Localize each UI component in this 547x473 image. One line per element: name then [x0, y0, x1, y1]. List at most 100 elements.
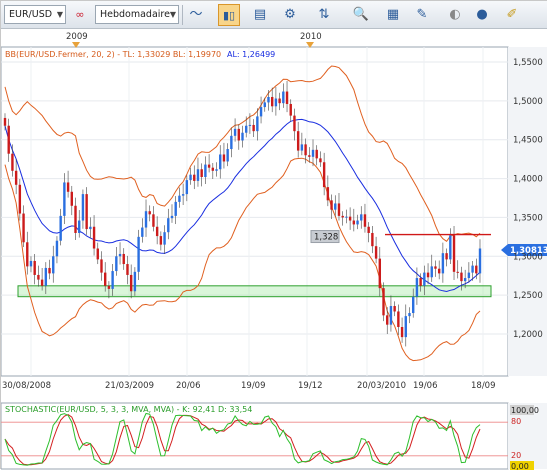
candle-body [193, 174, 196, 181]
candle-body [478, 248, 482, 274]
candle-body [289, 103, 292, 116]
candle-body [137, 236, 140, 272]
candle-body [29, 260, 33, 267]
annotation-box [310, 230, 340, 244]
candle-body [341, 215, 344, 218]
candle-body [382, 288, 385, 316]
zoom-icon[interactable]: 🔍 [352, 7, 370, 22]
candle-body [445, 253, 448, 260]
y-tick-label: 1,4000 [513, 175, 543, 185]
x-tick-label: 30/08/2008 [2, 381, 51, 391]
candle-body [111, 271, 114, 289]
stochastic-level-tag [510, 461, 534, 471]
candle-body [274, 98, 278, 107]
compare-icon[interactable]: ⇅ [318, 7, 330, 22]
candle-body [200, 169, 203, 178]
candle-body [141, 227, 144, 237]
chart-area[interactable]: 1,328 1,30813 BB(EUR/USD.Fermer, 20, 2) - … [0, 29, 547, 471]
candle-body [308, 155, 311, 157]
candle-body [181, 194, 185, 196]
candle-body [89, 226, 92, 230]
candle-body [296, 131, 300, 151]
bar-chart-icon[interactable]: ▤ [253, 7, 267, 22]
candle-body [115, 256, 118, 272]
candle-body [471, 265, 474, 273]
last-price-label: 1,30813 [510, 246, 547, 256]
candle-body [55, 240, 59, 257]
candle-body [423, 272, 426, 286]
pen-icon[interactable]: ✐ [506, 7, 518, 22]
candle-body [452, 235, 456, 272]
candle-body [174, 201, 177, 216]
last-price-tag [501, 243, 547, 256]
candle-body [211, 167, 215, 171]
chevron-down-icon: ▼ [169, 10, 176, 19]
x-tick-label: 18/09 [471, 381, 496, 391]
candle-body [144, 211, 148, 228]
toolbar: EUR/USD ▼ ∞ Hebdomadaire ▼ 〜 ▮▯ ▤ ⚙ ⇅ 🔍 … [1, 1, 547, 29]
indicator-icon[interactable]: ⚙ [284, 7, 296, 22]
x-tick-label: 21/03/2009 [105, 381, 154, 391]
candle-body [386, 315, 389, 325]
candle-body [126, 264, 129, 275]
candle-body [159, 236, 163, 245]
refresh-icon[interactable]: ● [476, 7, 488, 22]
candle-body [118, 253, 122, 257]
link-icon[interactable]: ∞ [75, 8, 85, 21]
candle-body [196, 169, 200, 181]
candle-body [66, 182, 70, 192]
line-chart-icon[interactable]: 〜 [189, 7, 203, 22]
candle-body [363, 214, 367, 227]
candle-body [293, 115, 296, 132]
candle-body [7, 125, 10, 154]
candle-body [460, 272, 463, 282]
candle-body [412, 296, 415, 314]
y-tick-label: 1,2000 [513, 330, 543, 340]
candle-body [226, 149, 229, 162]
candle-body [408, 313, 411, 317]
stochastic-level-label: 20 [511, 451, 521, 460]
candle-body [26, 242, 29, 267]
candle-body [397, 311, 400, 328]
candle-body [107, 285, 111, 289]
candlestick-icon[interactable]: ▮▯ [218, 4, 240, 26]
moving-average-legend: AL: 1,26499 [227, 50, 275, 59]
support-zone [17, 285, 492, 298]
candle-body [259, 107, 263, 117]
candle-body [348, 216, 352, 221]
candle-body [256, 116, 259, 132]
candle-body [37, 274, 40, 280]
candle-body [300, 144, 304, 151]
y-tick-label: 1,2500 [513, 291, 543, 301]
price-chart[interactable]: 1,328 1,30813 BB(EUR/USD.Fermer, 20, 2) - … [0, 29, 547, 471]
candle-body [48, 267, 51, 274]
x-tick-label: 19/06 [413, 381, 438, 391]
y-tick-label: 1,4500 [513, 136, 543, 146]
candle-body [467, 272, 471, 279]
period-select[interactable]: Hebdomadaire ▼ [95, 5, 179, 24]
candle-body [3, 117, 7, 126]
candle-body [334, 203, 337, 210]
symbol-select[interactable]: EUR/USD ▼ [4, 5, 66, 24]
candle-body [103, 272, 107, 286]
main-panel-frame [0, 46, 509, 377]
stochastic-k-line [4, 412, 481, 466]
candle-body [148, 211, 151, 215]
moving-average-line [4, 118, 481, 293]
candle-body [400, 327, 404, 338]
settings-icon[interactable]: ✎ [416, 7, 428, 22]
candle-body [70, 191, 73, 206]
candle-body [419, 278, 422, 286]
stochastic-level-tag [510, 405, 534, 415]
candle-body [456, 271, 459, 273]
candle-body [40, 279, 44, 286]
candle-body [437, 268, 441, 274]
candle-body [430, 266, 433, 278]
drawing-icon[interactable]: ▦ [386, 7, 400, 22]
globe-icon[interactable]: ◐ [449, 7, 461, 22]
candle-body [463, 278, 467, 282]
candle-body [204, 164, 207, 178]
year-marker-icon [306, 42, 314, 48]
candle-body [230, 135, 233, 150]
candle-body [52, 256, 55, 274]
